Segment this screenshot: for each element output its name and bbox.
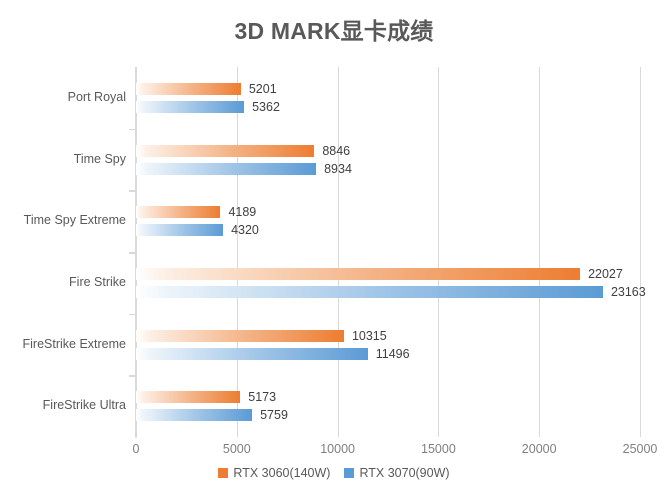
bar-4-series-1 xyxy=(136,347,368,360)
category-label-4: FireStrike Extreme xyxy=(22,336,127,351)
plot-area: 5201 5362 8846 8934 4189 4320 22027 23163 10315 1… xyxy=(136,67,646,437)
x-tick-label-2: 10000 xyxy=(320,442,355,456)
x-tick-label-4: 20000 xyxy=(521,442,557,456)
x-tick-label-5: 25000 xyxy=(622,442,658,456)
legend-label-0: RTX 3060(140W) xyxy=(233,466,331,480)
y-axis-tick xyxy=(129,313,135,316)
y-axis-line xyxy=(135,67,137,438)
x-tick-label-0: 0 xyxy=(132,442,140,456)
bar-2-series-0 xyxy=(136,206,221,219)
category-label-2: Time Spy Extreme xyxy=(23,213,126,228)
bar-0-series-1 xyxy=(136,100,245,113)
gridline xyxy=(337,67,339,437)
bar-value-1-series-0: 8846 xyxy=(322,143,351,158)
bar-value-5-series-1: 5759 xyxy=(260,408,288,423)
category-label-5: FireStrike Ultra xyxy=(42,398,126,413)
category-label-1: Time Spy xyxy=(73,151,126,166)
gridline xyxy=(438,67,440,437)
bar-3-series-0 xyxy=(136,267,581,280)
legend-label-1: RTX 3070(90W) xyxy=(359,466,450,480)
bar-value-0-series-1: 5362 xyxy=(252,99,280,114)
legend-swatch-icon-0 xyxy=(218,468,229,478)
bar-1-series-1 xyxy=(136,162,317,175)
legend-item-1[interactable]: RTX 3070(90W) xyxy=(344,466,450,480)
bar-value-1-series-1: 8934 xyxy=(324,161,352,176)
bar-0-series-0 xyxy=(136,82,241,95)
bar-4-series-0 xyxy=(136,329,344,342)
bar-5-series-0 xyxy=(136,391,241,404)
legend-swatch-icon-1 xyxy=(344,468,355,478)
bar-value-4-series-1: 11496 xyxy=(375,346,410,361)
bar-3-series-1 xyxy=(136,285,603,298)
bar-value-2-series-0: 4189 xyxy=(228,205,257,220)
x-tick-label-1: 5000 xyxy=(222,442,251,456)
bar-value-3-series-1: 23163 xyxy=(610,284,646,299)
bar-value-4-series-0: 10315 xyxy=(351,328,387,343)
category-label-3: Fire Strike xyxy=(69,274,126,289)
y-axis-tick xyxy=(129,252,135,254)
gridline xyxy=(640,67,641,437)
bar-5-series-1 xyxy=(136,409,253,422)
gridline xyxy=(236,67,238,437)
category-label-0: Port Royal xyxy=(67,89,126,104)
bar-value-0-series-0: 5201 xyxy=(248,81,277,96)
y-axis-tick xyxy=(129,128,135,131)
legend-item-0[interactable]: RTX 3060(140W) xyxy=(218,466,330,480)
y-axis-tick xyxy=(129,375,135,377)
bar-value-2-series-1: 4320 xyxy=(231,223,259,238)
chart-legend: RTX 3060(140W) RTX 3070(90W) xyxy=(0,466,668,480)
bar-1-series-0 xyxy=(136,144,315,157)
gridline xyxy=(539,67,541,437)
bar-2-series-1 xyxy=(136,224,224,237)
bar-value-3-series-0: 22027 xyxy=(588,266,623,281)
x-tick-label-3: 15000 xyxy=(421,442,456,456)
bar-value-5-series-0: 5173 xyxy=(248,390,277,405)
y-axis-tick xyxy=(129,190,135,192)
chart-title: 3D MARK显卡成绩 xyxy=(234,18,434,44)
